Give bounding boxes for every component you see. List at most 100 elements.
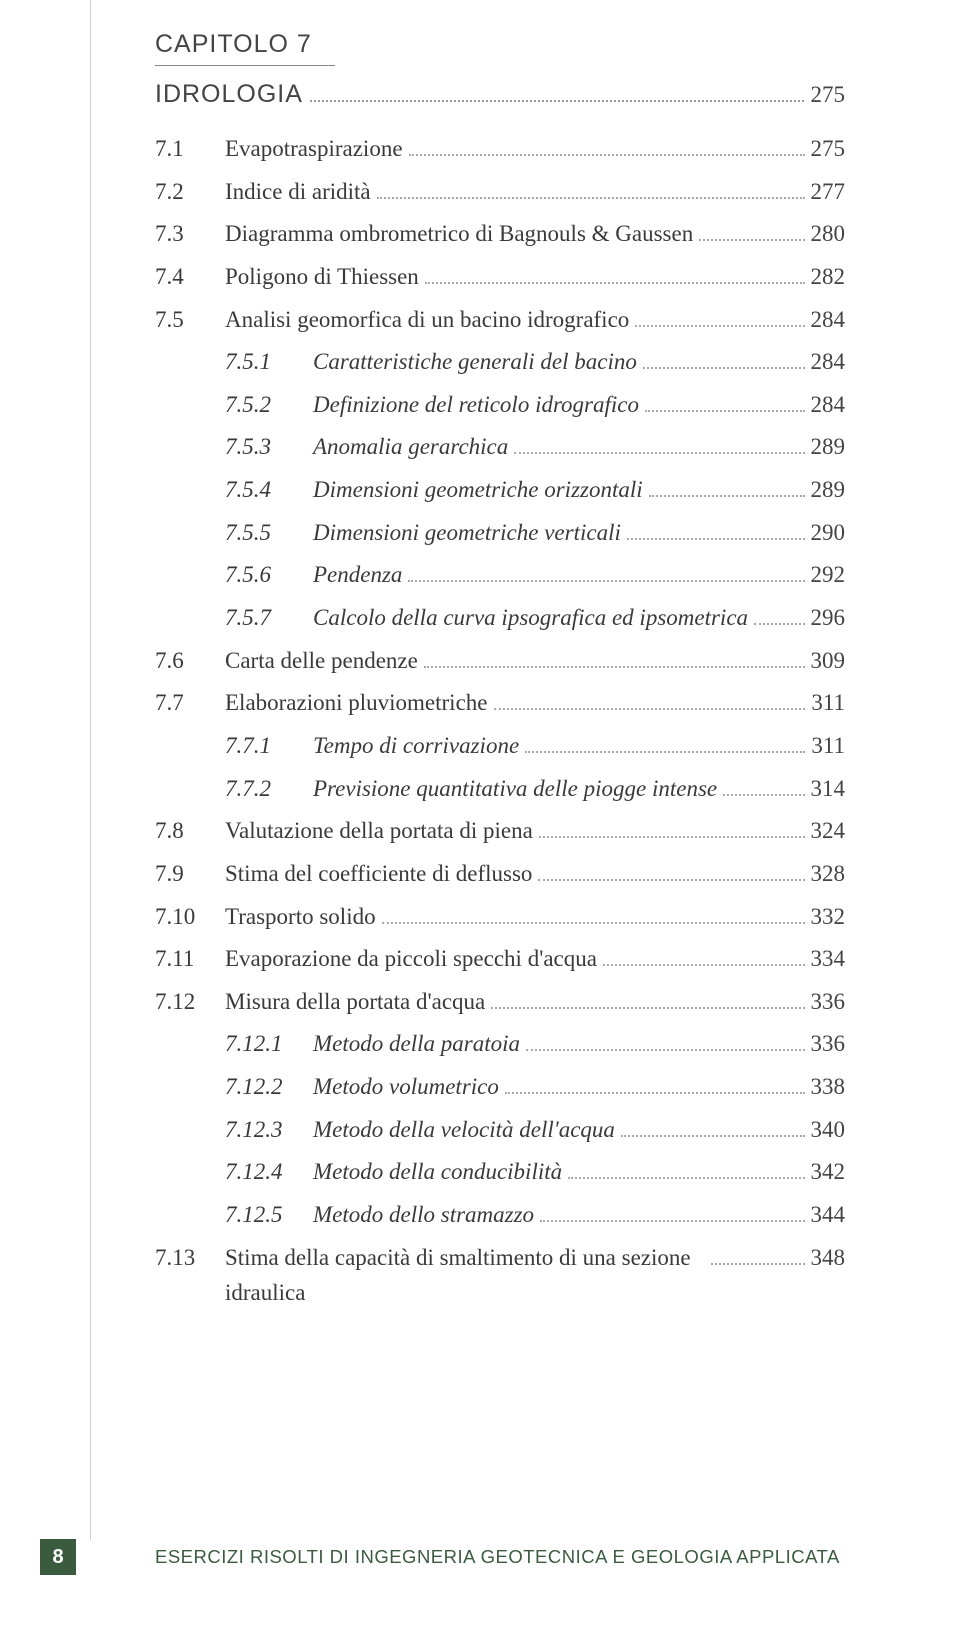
toc-row: 7.5.1Caratteristiche generali del bacino… [155, 344, 845, 380]
toc-number: 7.5.3 [225, 429, 313, 465]
toc-row: 7.9Stima del coefficiente di deflusso328 [155, 856, 845, 892]
leader-dots [377, 197, 805, 199]
toc-number: 7.11 [155, 941, 225, 977]
page-number-badge: 8 [40, 1539, 76, 1575]
leader-dots [723, 794, 804, 796]
leader-dots [643, 367, 805, 369]
toc-page: 292 [811, 557, 846, 593]
toc-page: 296 [811, 600, 846, 636]
toc-row: 7.3Diagramma ombrometrico di Bagnouls & … [155, 216, 845, 252]
toc-label: Trasporto solido [225, 899, 376, 935]
toc-row: 7.5.3Anomalia gerarchica289 [155, 429, 845, 465]
toc-page: 314 [811, 771, 846, 807]
toc-number: 7.7.1 [225, 728, 313, 764]
leader-dots [538, 879, 804, 881]
leader-dots [424, 666, 805, 668]
toc-row: 7.7Elaborazioni pluviometriche311 [155, 685, 845, 721]
toc-label: Metodo della paratoia [313, 1026, 520, 1062]
leader-dots [635, 325, 804, 327]
toc-number: 7.5.5 [225, 515, 313, 551]
toc-label: Evapotraspirazione [225, 131, 403, 167]
toc-number: 7.5.7 [225, 600, 313, 636]
toc-page: 284 [811, 387, 846, 423]
leader-dots [382, 922, 805, 924]
toc-number: 7.13 [155, 1240, 225, 1276]
toc-row: 7.12.1Metodo della paratoia336 [155, 1026, 845, 1062]
toc-row: 7.1Evapotraspirazione275 [155, 131, 845, 167]
toc-page: 332 [811, 899, 846, 935]
toc-label: Metodo della velocità dell'acqua [313, 1112, 615, 1148]
toc-label: Pendenza [313, 557, 402, 593]
toc-label: Diagramma ombrometrico di Bagnouls & Gau… [225, 216, 693, 252]
toc-number: 7.12.5 [225, 1197, 313, 1233]
leader-dots [525, 751, 805, 753]
page-content: CAPITOLO 7 IDROLOGIA 275 7.1Evapotraspir… [0, 0, 960, 1311]
toc-row: 7.8Valutazione della portata di piena324 [155, 813, 845, 849]
toc-label: Dimensioni geometriche verticali [313, 515, 621, 551]
toc-number: 7.12.3 [225, 1112, 313, 1148]
toc-page: 324 [811, 813, 846, 849]
toc-page: 348 [811, 1240, 846, 1276]
toc-label: Tempo di corrivazione [313, 728, 519, 764]
toc-label: Previsione quantitativa delle piogge int… [313, 771, 717, 807]
toc-page: 289 [811, 429, 846, 465]
leader-dots [409, 154, 805, 156]
toc-label: Dimensioni geometriche orizzontali [313, 472, 643, 508]
toc-page: 328 [811, 856, 846, 892]
toc-label: Indice di aridità [225, 174, 371, 210]
leader-dots [526, 1049, 805, 1051]
toc-number: 7.12.4 [225, 1154, 313, 1190]
toc-page: 311 [811, 728, 845, 764]
toc-page: 289 [811, 472, 846, 508]
chapter-title: IDROLOGIA [155, 80, 303, 109]
toc-number: 7.5.4 [225, 472, 313, 508]
leader-dots [539, 836, 805, 838]
leader-dots [491, 1007, 804, 1009]
toc-label: Elaborazioni pluviometriche [225, 685, 488, 721]
toc-page: 344 [811, 1197, 846, 1233]
leader-dots [711, 1263, 805, 1265]
toc-page: 342 [811, 1154, 846, 1190]
toc-row: 7.11Evaporazione da piccoli specchi d'ac… [155, 941, 845, 977]
toc-row: 7.5.4Dimensioni geometriche orizzontali 2… [155, 472, 845, 508]
toc-number: 7.1 [155, 131, 225, 167]
toc-label: Metodo volumetrico [313, 1069, 499, 1105]
leader-dots [649, 495, 805, 497]
leader-dots [645, 410, 805, 412]
toc-number: 7.5.1 [225, 344, 313, 380]
toc-number: 7.5 [155, 302, 225, 338]
toc-label: Carta delle pendenze [225, 643, 418, 679]
toc-page: 277 [811, 174, 846, 210]
chapter-title-row: IDROLOGIA 275 [155, 80, 845, 109]
chapter-label: CAPITOLO 7 [155, 30, 845, 59]
toc-row: 7.5.5Dimensioni geometriche verticali 290 [155, 515, 845, 551]
toc-page: 280 [811, 216, 846, 252]
book-footer-title: ESERCIZI RISOLTI DI INGEGNERIA GEOTECNIC… [155, 1546, 840, 1568]
toc-number: 7.6 [155, 643, 225, 679]
toc-number: 7.5.6 [225, 557, 313, 593]
toc-page: 336 [811, 984, 846, 1020]
leader-dots [514, 452, 804, 454]
toc-page: 334 [811, 941, 846, 977]
toc-number: 7.4 [155, 259, 225, 295]
toc-number: 7.12.2 [225, 1069, 313, 1105]
toc-label: Definizione del reticolo idrografico [313, 387, 639, 423]
toc-number: 7.12.1 [225, 1026, 313, 1062]
leader-dots [408, 580, 804, 582]
toc-page: 311 [811, 685, 845, 721]
toc-page: 282 [811, 259, 846, 295]
toc-page: 309 [811, 643, 846, 679]
leader-dots [603, 964, 805, 966]
toc-row: 7.13Stima della capacità di smaltimento … [155, 1240, 845, 1311]
toc-row: 7.2Indice di aridità277 [155, 174, 845, 210]
toc-row: 7.12.2Metodo volumetrico338 [155, 1069, 845, 1105]
leader-dots [699, 239, 804, 241]
toc-number: 7.7.2 [225, 771, 313, 807]
toc-row: 7.12.4Metodo della conducibilità342 [155, 1154, 845, 1190]
toc-row: 7.12.3Metodo della velocità dell'acqua34… [155, 1112, 845, 1148]
toc-row: 7.7.1Tempo di corrivazione 311 [155, 728, 845, 764]
toc-number: 7.9 [155, 856, 225, 892]
toc-page: 290 [811, 515, 846, 551]
toc-label: Valutazione della portata di piena [225, 813, 533, 849]
toc-row: 7.5.6Pendenza 292 [155, 557, 845, 593]
